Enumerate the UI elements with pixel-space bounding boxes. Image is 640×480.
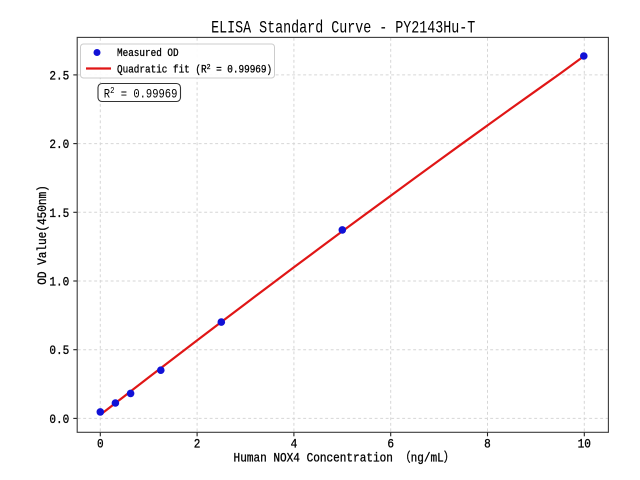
svg-text:0: 0: [97, 437, 104, 452]
svg-text:2: 2: [194, 437, 201, 452]
svg-text:0.5: 0.5: [49, 343, 69, 358]
svg-text:4: 4: [291, 437, 298, 452]
svg-text:Human NOX4 Concentration （ng/m: Human NOX4 Concentration （ng/mL）: [234, 450, 455, 466]
svg-text:OD Value(450nm): OD Value(450nm): [35, 185, 50, 285]
svg-text:R2 = 0.99969: R2 = 0.99969: [104, 86, 178, 102]
svg-text:Quadratic fit (R2 = 0.99969): Quadratic fit (R2 = 0.99969): [117, 64, 272, 77]
svg-text:10: 10: [578, 437, 591, 452]
svg-text:6: 6: [387, 437, 394, 452]
svg-text:Measured OD: Measured OD: [117, 47, 179, 60]
svg-text:8: 8: [484, 437, 491, 452]
svg-text:2.5: 2.5: [49, 69, 69, 84]
svg-text:2.0: 2.0: [49, 137, 69, 152]
svg-text:ELISA Standard Curve - PY2143H: ELISA Standard Curve - PY2143Hu-T: [211, 18, 475, 38]
svg-text:1.0: 1.0: [49, 275, 69, 290]
svg-text:1.5: 1.5: [49, 206, 69, 221]
svg-text:0.0: 0.0: [49, 412, 69, 427]
